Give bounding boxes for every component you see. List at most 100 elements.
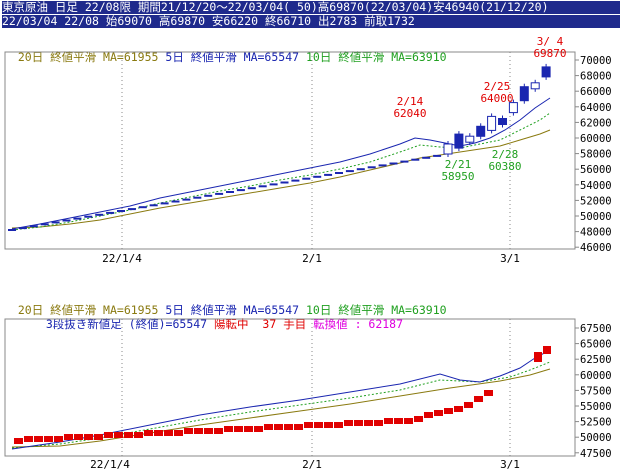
renko-brick [414,416,423,422]
candle-body [443,143,453,155]
upper-y-tick: 62000 [580,117,612,129]
annotation-value: 64000 [480,92,513,105]
renko-switch: 転換値 : 62187 [313,317,404,331]
ma20-line [11,129,551,229]
renko-brick [274,424,283,430]
upper-y-tick: 68000 [580,71,612,83]
upper-candles [8,63,551,231]
candle-body [541,66,551,78]
lower-info: 3段抜き新値足 (終値)=65547 陽転中 37 手目 転換値 : 62187 [32,303,403,331]
candle-body [530,82,540,90]
renko-brick [24,436,33,442]
legend-ma20: 20日 終値平滑 MA=61955 [17,50,159,64]
renko-unit: 手目 [283,317,307,331]
renko-brick [14,438,23,444]
upper-frame [4,51,576,250]
lower-chart: 67500 65000 62500 60000 57500 55000 52500 50000… [4,318,612,471]
lower-x-tick: 2/1 [302,458,322,471]
renko-brick [74,434,83,440]
lower-y-ticks: 67500 65000 62500 60000 57500 55000 52500 50000… [575,323,612,460]
legend-ma10: 10日 終値平滑 MA=63910 [306,50,447,64]
renko-brick [534,352,542,362]
annotation-date: 2/25 [484,80,511,93]
lower-y-tick: 47500 [580,448,612,460]
lower-x-tick: 22/1/4 [90,458,130,471]
renko-brick [424,412,433,418]
renko-brick [304,422,313,428]
renko-status: 陽転中 [214,317,249,331]
renko-brick [404,418,413,424]
lower-y-tick: 62500 [580,354,612,366]
candle-body [454,133,464,149]
upper-chart: 70000 68000 66000 64000 62000 60000 58000 56000… [4,35,612,265]
upper-legend: 20日 終値平滑 MA=61955 5日 終値平滑 MA=65547 10日 終… [4,36,447,64]
renko-brick [194,428,203,434]
chart-header-line1: 東京原油 日足 22/08限 期間21/12/20～22/03/04( 50)高… [2,1,620,14]
renko-brick [324,422,333,428]
annotation-date: 2/14 [397,95,424,108]
upper-y-tick: 58000 [580,149,612,161]
renko-brick [244,426,253,432]
renko-count: 37 [262,317,277,331]
upper-x-tick: 22/1/4 [102,252,142,265]
renko-brick [234,426,243,432]
ma10-line [11,112,551,231]
upper-x-tick: 3/1 [500,252,520,265]
renko-brick [184,428,193,434]
lower-legend: 20日 終値平滑 MA=61955 5日 終値平滑 MA=65547 10日 終… [4,289,447,317]
renko-brick [254,426,263,432]
upper-y-tick: 70000 [580,55,612,67]
upper-x-tick: 2/1 [302,252,322,265]
ma20-line [11,368,551,448]
chart-header-line2: 22/03/04 22/08 始69070 高69870 安66220 終667… [2,15,620,28]
lower-y-tick: 50000 [580,432,612,444]
upper-y-tick: 46000 [580,242,612,254]
renko-brick [354,420,363,426]
ma5-line [11,349,551,450]
upper-y-tick: 64000 [580,102,612,114]
annotation-value: 58950 [441,170,474,183]
renko-brick [154,430,163,436]
renko-brick [224,426,233,432]
renko-brick [394,418,403,424]
renko-brick [144,430,153,436]
renko-brick [284,424,293,430]
candle-body [476,125,486,137]
candle-body [519,86,529,102]
renko-brick [174,430,183,436]
renko-brick [454,406,463,412]
renko-brick [444,408,453,414]
annotation-value: 60380 [488,160,521,173]
lower-y-tick: 55000 [580,401,612,413]
renko-brick [294,424,303,430]
ma5-line [11,97,551,230]
lower-y-tick: 52500 [580,417,612,429]
upper-y-tick: 54000 [580,180,612,192]
lower-x-tick: 3/1 [500,458,520,471]
renko-brick [124,432,133,438]
annotation-value: 69870 [533,47,566,60]
renko-brick [474,396,483,402]
renko-brick [484,390,493,396]
renko-brick [334,422,343,428]
renko-label: 3段抜き新値足 (終値)=65547 [45,317,208,331]
legend-ma10: 10日 終値平滑 MA=63910 [306,303,447,317]
renko-brick [104,432,113,438]
renko-brick [364,420,373,426]
upper-y-tick: 66000 [580,86,612,98]
upper-y-tick: 48000 [580,227,612,239]
renko-brick [34,436,43,442]
legend-ma5: 5日 終値平滑 MA=65547 [165,50,300,64]
renko-brick [114,432,123,438]
lower-frame [4,318,576,457]
renko-brick [44,436,53,442]
renko-brick [344,420,353,426]
upper-y-tick: 52000 [580,195,612,207]
renko-brick [543,346,551,354]
annotation-date: 2/28 [492,148,519,161]
lower-y-tick: 60000 [580,370,612,382]
lower-y-tick: 67500 [580,323,612,335]
candle-body [487,115,497,131]
renko-brick [264,424,273,430]
